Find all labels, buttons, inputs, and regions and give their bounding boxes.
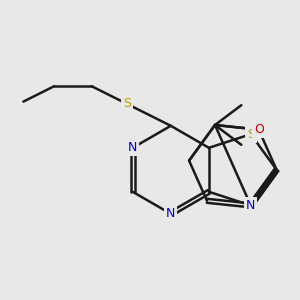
Text: N: N bbox=[166, 207, 176, 220]
Text: O: O bbox=[254, 123, 264, 136]
Text: S: S bbox=[247, 128, 255, 141]
Text: N: N bbox=[246, 199, 255, 212]
Text: N: N bbox=[128, 141, 137, 154]
Text: S: S bbox=[123, 97, 131, 110]
